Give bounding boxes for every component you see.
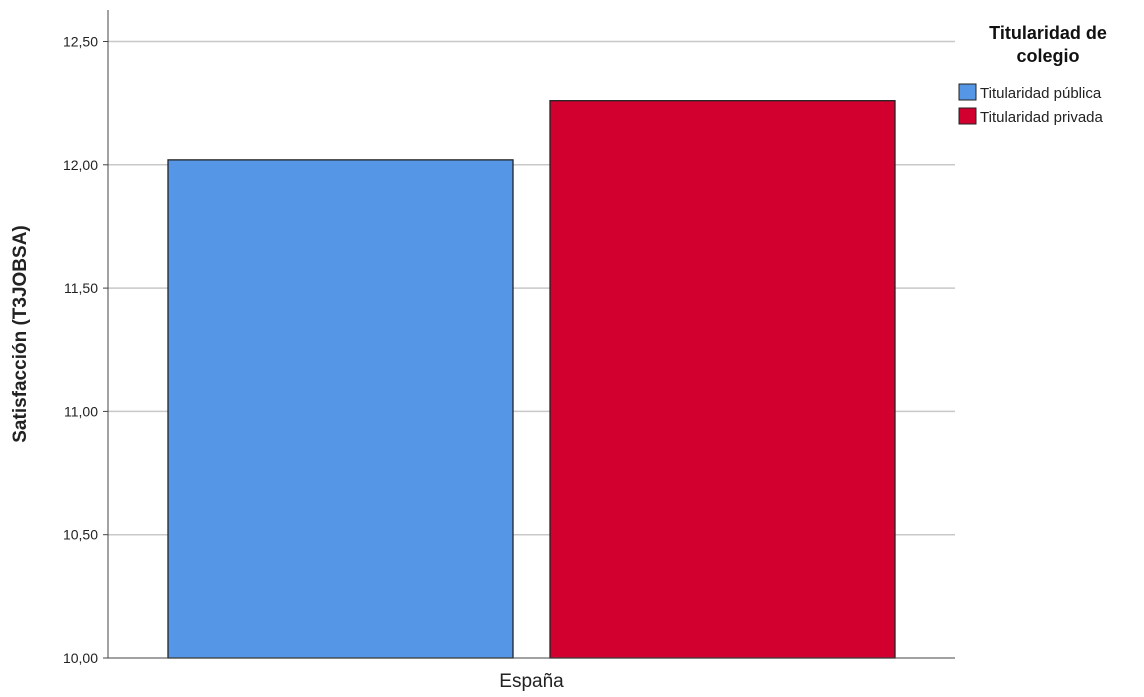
legend-label: Titularidad pública xyxy=(980,85,1102,102)
legend-title-line-2: colegio xyxy=(1016,46,1079,66)
bar-titularidad-privada xyxy=(549,100,896,659)
y-tick-label: 10,00 xyxy=(63,650,98,666)
legend-label: Titularidad privada xyxy=(980,109,1103,126)
y-tick-label: 11,00 xyxy=(64,403,98,419)
legend: Titularidad de colegio Titularidad públi… xyxy=(958,23,1107,126)
x-tick-label: España xyxy=(499,671,564,692)
bars xyxy=(167,100,896,659)
legend-title-line-1: Titularidad de xyxy=(989,23,1107,43)
y-tick-label: 10,50 xyxy=(63,527,98,543)
y-axis-title: Satisfacción (T3JOBSA) xyxy=(10,225,31,443)
legend-swatch xyxy=(958,83,977,101)
legend-swatch xyxy=(958,107,977,125)
y-tick-labels: 10,00 10,50 11,00 11,50 12,00 12,50 xyxy=(63,34,108,666)
axes xyxy=(107,10,955,659)
y-tick-label: 12,50 xyxy=(63,34,98,50)
x-tick-labels: España xyxy=(499,671,564,692)
y-tick-label: 11,50 xyxy=(64,280,98,296)
y-tick-label: 12,00 xyxy=(63,157,98,173)
legend-items: Titularidad pública Titularidad privada xyxy=(958,83,1103,126)
bar-titularidad-publica xyxy=(167,159,514,659)
